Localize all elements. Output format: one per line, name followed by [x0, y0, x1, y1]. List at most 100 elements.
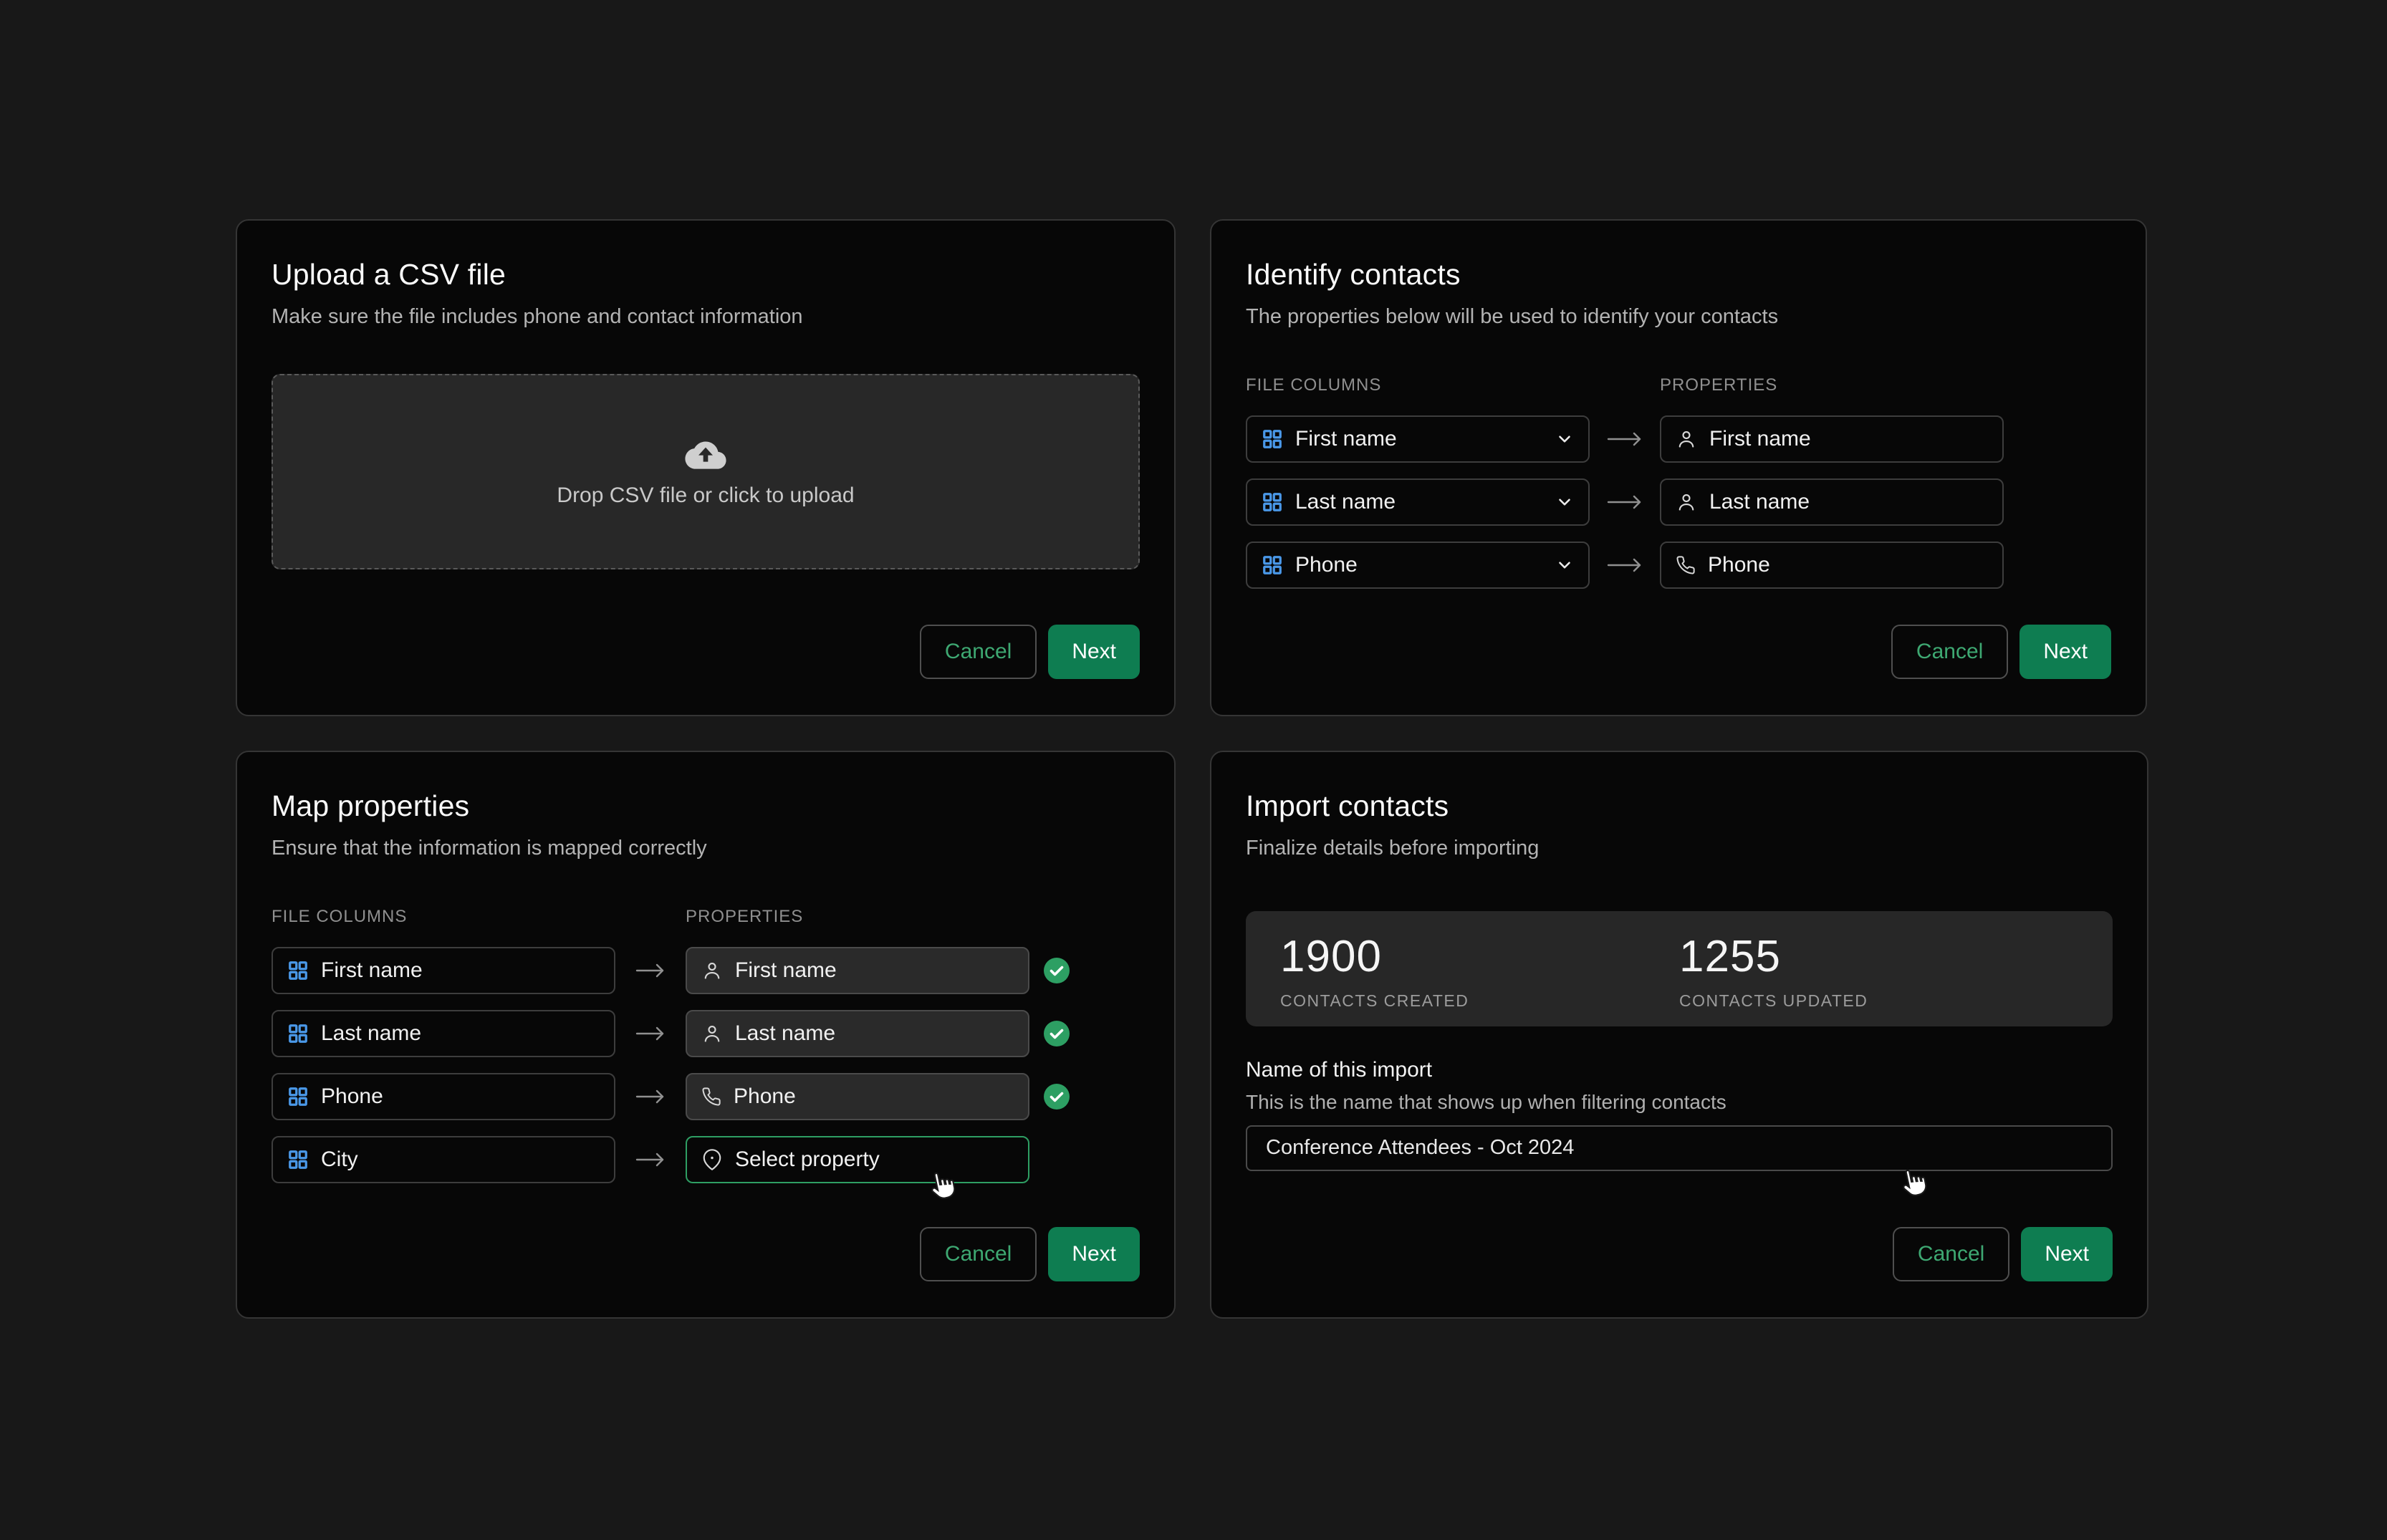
person-icon: [704, 962, 720, 979]
grid-columns-icon: [289, 1087, 307, 1106]
mapping-row: City Select property: [272, 1135, 1140, 1183]
file-columns-label: FILE COLUMNS: [1246, 375, 1382, 395]
file-column-field[interactable]: City: [272, 1135, 615, 1183]
property-value: First name: [1709, 426, 1811, 451]
next-button[interactable]: Next: [1048, 625, 1140, 679]
file-column-value: Last name: [1295, 489, 1396, 514]
file-column-dropdown[interactable]: Phone: [1246, 541, 1590, 589]
stat-label: CONTACTS UPDATED: [1679, 991, 1868, 1011]
panel-subtitle: Make sure the file includes phone and co…: [272, 305, 803, 329]
mapping-row: Last name Last name: [272, 1009, 1140, 1057]
chevron-down-icon: [1559, 499, 1570, 506]
identify-contacts-panel: Identify contacts The properties below w…: [1210, 219, 2147, 716]
file-column-field[interactable]: Phone: [272, 1072, 615, 1120]
file-column-field[interactable]: Last name: [272, 1009, 615, 1057]
stat-value: 1255: [1679, 931, 1781, 981]
maps-to-arrow-icon: [1590, 557, 1660, 574]
phone-icon: [702, 1087, 721, 1106]
maps-to-arrow-icon: [1590, 494, 1660, 511]
maps-to-arrow-icon: [615, 1025, 686, 1042]
upload-csv-panel: Upload a CSV file Make sure the file inc…: [236, 219, 1176, 716]
next-button[interactable]: Next: [1048, 1227, 1140, 1281]
property-value: Phone: [734, 1084, 796, 1108]
person-icon: [1678, 430, 1694, 448]
import-contacts-panel: Import contacts Finalize details before …: [1210, 751, 2148, 1319]
maps-to-arrow-icon: [1590, 430, 1660, 448]
property-placeholder: Select property: [735, 1147, 880, 1171]
stat-contacts-updated: 1255 CONTACTS UPDATED: [1679, 931, 2078, 1011]
person-icon: [1678, 494, 1694, 511]
dropzone-label: Drop CSV file or click to upload: [557, 483, 855, 508]
person-icon: [704, 1025, 720, 1042]
mapped-check-icon: [1029, 957, 1084, 984]
property-field[interactable]: Phone: [686, 1072, 1029, 1120]
mapping-row: Phone Phone: [1246, 541, 2111, 589]
page-title: Map properties: [272, 789, 470, 822]
maps-to-arrow-icon: [615, 962, 686, 979]
import-stats-card: 1900 CONTACTS CREATED 1255 CONTACTS UPDA…: [1246, 910, 2113, 1026]
file-column-value: Phone: [321, 1084, 383, 1108]
grid-columns-icon: [289, 1024, 307, 1043]
stat-label: CONTACTS CREATED: [1280, 991, 1469, 1011]
property-field[interactable]: Phone: [1660, 541, 2004, 589]
cancel-button[interactable]: Cancel: [1891, 625, 2009, 679]
file-column-value: Last name: [321, 1021, 422, 1045]
grid-columns-icon: [1263, 493, 1282, 511]
panel-subtitle: Ensure that the information is mapped co…: [272, 837, 707, 860]
import-name-help: This is the name that shows up when filt…: [1246, 1090, 1726, 1113]
page-title: Upload a CSV file: [272, 258, 506, 291]
file-column-dropdown[interactable]: First name: [1246, 415, 1590, 463]
file-column-value: First name: [1295, 426, 1397, 451]
cloud-upload-icon: [685, 441, 726, 470]
chevron-down-icon: [1559, 435, 1570, 443]
properties-label: PROPERTIES: [686, 906, 804, 926]
select-property-dropdown[interactable]: Select property: [686, 1135, 1029, 1183]
cancel-button[interactable]: Cancel: [919, 625, 1037, 679]
maps-to-arrow-icon: [615, 1088, 686, 1105]
mapped-check-icon: [1029, 1020, 1084, 1047]
cancel-button[interactable]: Cancel: [919, 1227, 1037, 1281]
next-button[interactable]: Next: [2019, 625, 2111, 679]
location-pin-icon: [703, 1149, 721, 1170]
panel-subtitle: The properties below will be used to ide…: [1246, 305, 1779, 329]
stat-contacts-created: 1900 CONTACTS CREATED: [1280, 931, 1679, 1011]
file-column-value: First name: [321, 958, 423, 982]
mapping-row: Last name Last name: [1246, 478, 2111, 526]
file-column-value: City: [321, 1147, 358, 1171]
mapped-check-icon: [1029, 1083, 1084, 1110]
grid-columns-icon: [1263, 556, 1282, 574]
grid-columns-icon: [289, 961, 307, 980]
map-properties-panel: Map properties Ensure that the informati…: [236, 751, 1176, 1319]
file-column-value: Phone: [1295, 552, 1358, 577]
phone-icon: [1676, 556, 1695, 574]
property-field[interactable]: Last name: [1660, 478, 2004, 526]
import-name-label: Name of this import: [1246, 1057, 1433, 1082]
page-title: Identify contacts: [1246, 258, 1461, 291]
mapping-row: First name First name: [272, 946, 1140, 994]
cancel-button[interactable]: Cancel: [1892, 1227, 2010, 1281]
properties-label: PROPERTIES: [1660, 375, 1778, 395]
property-value: Phone: [1708, 552, 1770, 577]
mapping-row: Phone Phone: [272, 1072, 1140, 1120]
property-value: Last name: [1709, 489, 1810, 514]
stat-value: 1900: [1280, 931, 1382, 981]
csv-dropzone[interactable]: Drop CSV file or click to upload: [272, 373, 1140, 569]
file-column-dropdown[interactable]: Last name: [1246, 478, 1590, 526]
property-field[interactable]: First name: [686, 946, 1029, 994]
file-columns-label: FILE COLUMNS: [272, 906, 408, 926]
property-field[interactable]: First name: [1660, 415, 2004, 463]
panel-subtitle: Finalize details before importing: [1246, 837, 1540, 860]
mapping-row: First name First name: [1246, 415, 2111, 463]
import-name-input[interactable]: [1246, 1125, 2113, 1171]
grid-columns-icon: [1263, 430, 1282, 448]
maps-to-arrow-icon: [615, 1151, 686, 1168]
chevron-down-icon: [1559, 562, 1570, 569]
file-column-field[interactable]: First name: [272, 946, 615, 994]
property-value: Last name: [735, 1021, 836, 1045]
next-button[interactable]: Next: [2021, 1227, 2113, 1281]
page-title: Import contacts: [1246, 789, 1449, 822]
grid-columns-icon: [289, 1150, 307, 1169]
property-value: First name: [735, 958, 837, 982]
property-field[interactable]: Last name: [686, 1009, 1029, 1057]
